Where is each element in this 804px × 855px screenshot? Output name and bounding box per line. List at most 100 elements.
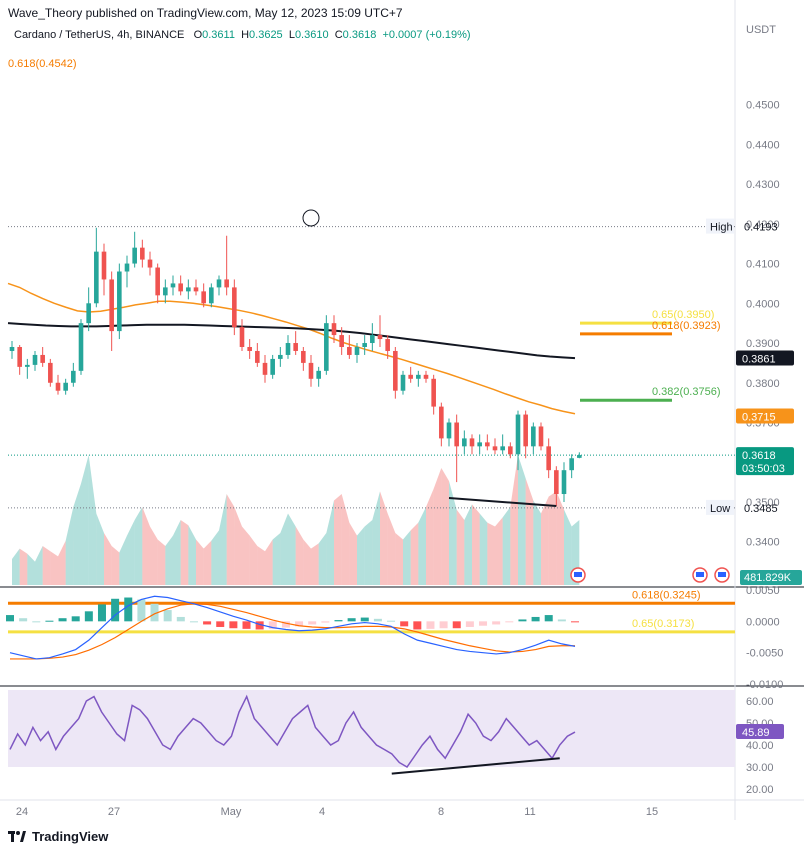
candle-body (439, 406, 444, 439)
candle-body (278, 354, 283, 359)
fib-level-label: 0.65(0.3950) (652, 309, 714, 321)
macd-histogram-bar (19, 618, 28, 622)
price-tick-label: 0.3500 (746, 497, 780, 509)
candle-body (324, 323, 329, 371)
volume-area-segment (502, 507, 511, 585)
volume-area-segment (441, 468, 449, 585)
volume-area-segment (196, 539, 204, 585)
macd-histogram-bar (334, 620, 343, 622)
rsi-tick-label: 40.00 (746, 740, 774, 752)
volume-area-segment (349, 522, 357, 585)
volume-area-segment (487, 522, 495, 585)
volume-area-segment (518, 455, 526, 585)
fib-label-0.618-top: 0.618(0.4542) (8, 58, 77, 70)
macd-histogram-bar (84, 611, 93, 622)
candle-body (9, 347, 15, 351)
change-value: +0.0007 (+0.19%) (382, 29, 471, 41)
candle-body (216, 279, 222, 288)
c-value: 0.3618 (342, 29, 377, 41)
candle-body (71, 370, 76, 383)
price-axis-tag (736, 408, 794, 424)
volume-area-segment (19, 548, 28, 585)
price-tick-label: 0.4000 (746, 298, 780, 310)
volume-area-segment (35, 546, 43, 585)
volume-area-segment (27, 553, 35, 585)
candle-body (577, 455, 582, 458)
candle-body (561, 470, 567, 495)
candle-body (339, 335, 344, 347)
candle-body (132, 247, 137, 264)
low-tag (706, 499, 734, 515)
high-tag (706, 218, 734, 234)
tradingview-brand[interactable]: TradingView (8, 829, 108, 844)
volume-area-segment (533, 500, 541, 585)
volume-area-segment (395, 533, 403, 585)
macd-tick-label: -0.0100 (746, 679, 783, 691)
candle-body (515, 414, 521, 455)
macd-tick-label: -0.0050 (746, 648, 783, 660)
high-label: High (710, 222, 733, 234)
flag-icon[interactable] (570, 567, 586, 583)
high-value: 0.4193 (744, 222, 778, 234)
flag-icon[interactable] (714, 567, 730, 583)
macd-histogram-bar (242, 621, 251, 629)
low-value: 0.3485 (744, 503, 778, 515)
volume-area-segment (73, 483, 81, 585)
rsi-tick-label: 30.00 (746, 762, 774, 774)
symbol-title[interactable]: Cardano / TetherUS, 4h, BINANCE (14, 29, 185, 41)
volume-value-label: 481.829K (744, 572, 792, 584)
macd-histogram-bar (58, 618, 67, 622)
candle-body (400, 374, 406, 391)
symbol-ohlc-line: Cardano / TetherUS, 4h, BINANCE O0.3611 … (14, 29, 471, 41)
candle-body (48, 362, 53, 383)
candle-body (117, 271, 122, 332)
rsi-line (9, 694, 576, 768)
candle-body (86, 303, 91, 324)
volume-area-segment (280, 513, 288, 585)
macd-histogram-bar (97, 604, 106, 622)
volume-area-segment (525, 478, 534, 585)
macd-line (9, 595, 576, 660)
volume-area-segment (119, 535, 127, 585)
candle-body (469, 438, 475, 447)
candle-body (201, 291, 206, 304)
macd-histogram-bar (163, 610, 172, 622)
candle-body (109, 279, 114, 332)
candle-body (408, 374, 413, 379)
volume-area-segment (410, 522, 419, 585)
macd-histogram-bar (531, 616, 540, 622)
candle-body (423, 374, 429, 379)
candle-body (101, 251, 107, 280)
volume-area-segment (510, 455, 518, 585)
macd-histogram-bar (360, 617, 369, 622)
l-label: L (288, 29, 295, 41)
ema-cross-marker (302, 209, 320, 227)
volume-area-segment (127, 520, 135, 585)
macd-histogram-bar (321, 621, 330, 623)
time-tick-label: 8 (438, 806, 444, 818)
flag-icon[interactable] (692, 567, 708, 583)
volume-area-segment (226, 494, 235, 585)
macd-histogram-bar (387, 620, 396, 622)
candle-body (255, 350, 260, 363)
candle-body (308, 362, 314, 379)
volume-area-segment (265, 539, 273, 585)
c-label: C (334, 29, 343, 41)
candle-body (362, 343, 367, 347)
volume-area-segment (81, 455, 89, 585)
volume-area-segment (326, 500, 334, 585)
o-value: 0.3611 (202, 29, 235, 41)
candle-body (178, 283, 183, 292)
volume-area-segment (104, 533, 112, 585)
candle-body (485, 442, 490, 447)
volume-area-segment (142, 507, 150, 585)
fib-level-label: 0.618(0.3923) (652, 320, 721, 332)
volume-area-segment (173, 520, 181, 585)
price-tick-label: 0.4100 (746, 259, 780, 271)
candle-body (316, 370, 321, 379)
candle-body (416, 374, 421, 379)
candle-body (17, 347, 22, 367)
candle-body (370, 335, 375, 344)
volume-area-segment (479, 513, 488, 585)
